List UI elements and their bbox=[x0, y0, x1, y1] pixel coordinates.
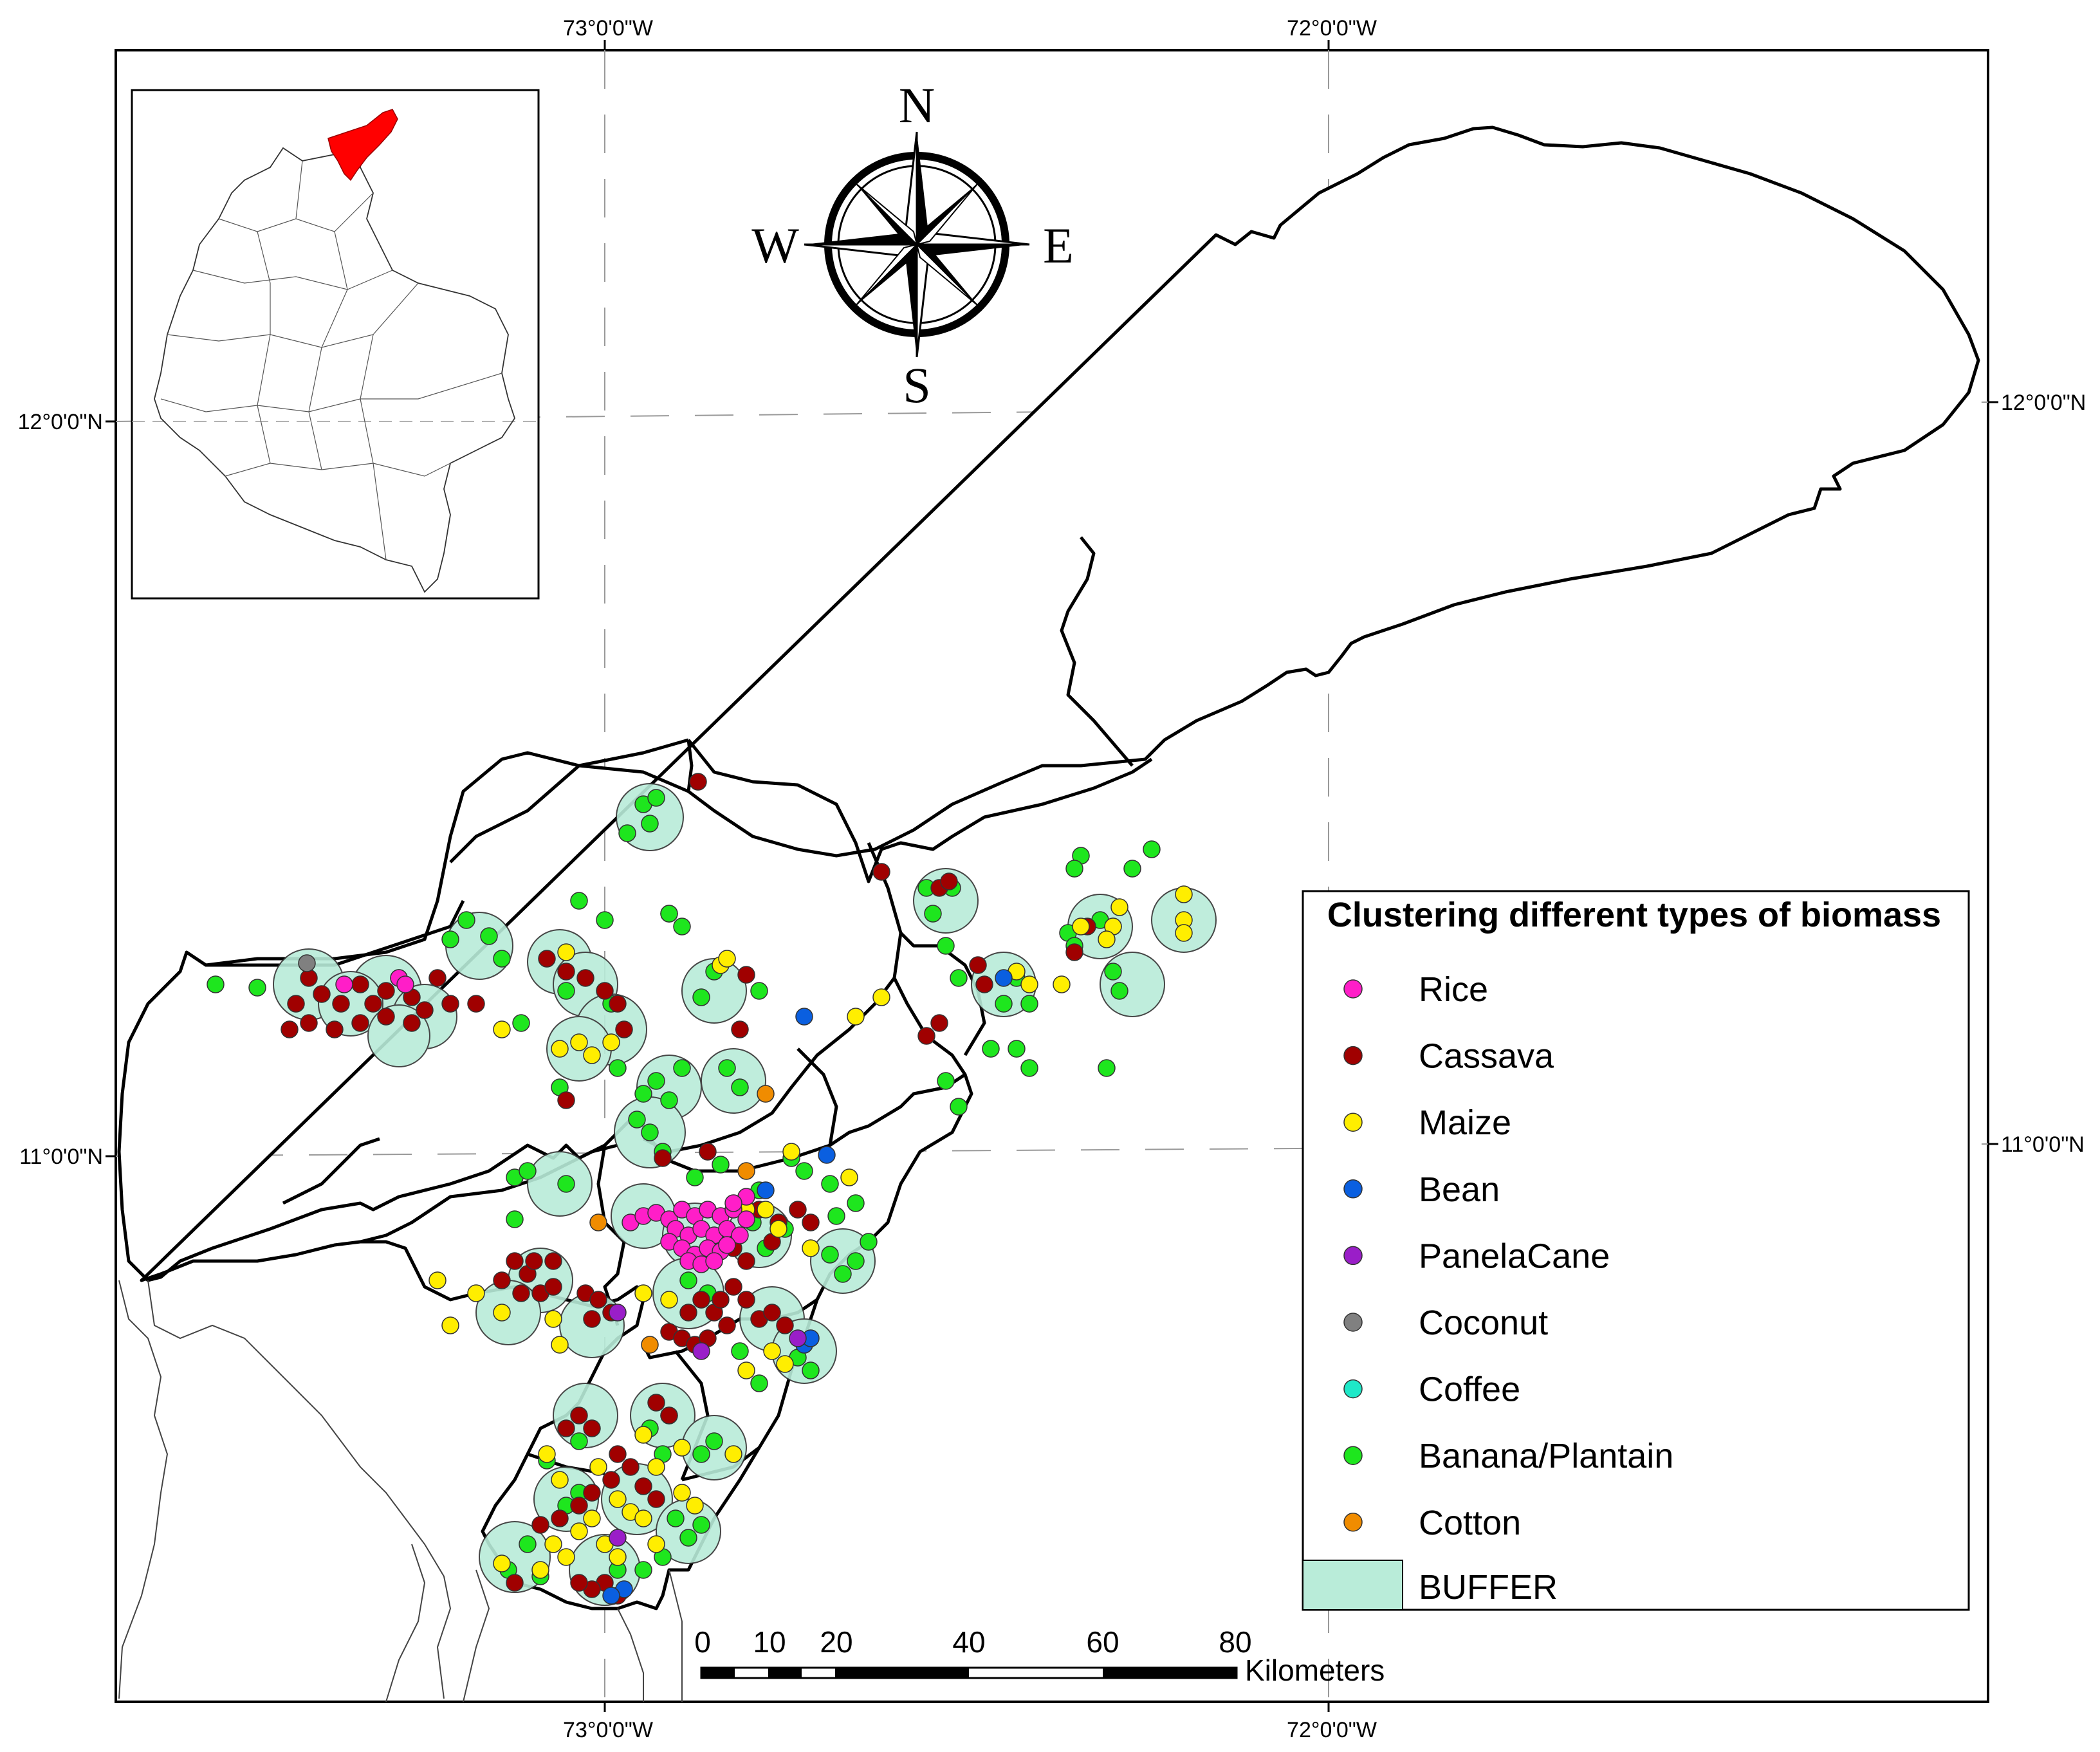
lon-label-bottom-72w: 72°0'0"W bbox=[1287, 1718, 1377, 1742]
scale-tick-40: 40 bbox=[952, 1625, 985, 1659]
legend-label-coffee: Coffee bbox=[1419, 1370, 1520, 1409]
lon-label-top-73w: 73°0'0"W bbox=[563, 16, 653, 41]
legend-title: Clustering different types of biomass bbox=[1327, 896, 1941, 934]
lat-label-right-11n: 11°0'0"N bbox=[2001, 1132, 2085, 1157]
department-outline bbox=[117, 125, 1980, 1610]
legend-buffer-swatch bbox=[1302, 1560, 1403, 1610]
legend-label-maize: Maize bbox=[1419, 1103, 1511, 1142]
legend-swatch-panelacane bbox=[1343, 1246, 1363, 1266]
scale-tick-10: 10 bbox=[753, 1625, 786, 1659]
legend-label-rice: Rice bbox=[1419, 970, 1488, 1009]
compass-w: W bbox=[751, 217, 799, 273]
scale-tick-20: 20 bbox=[820, 1625, 852, 1659]
compass-n: N bbox=[899, 77, 935, 133]
inset-map bbox=[131, 89, 540, 600]
lat-label-right-12n: 12°0'0"N bbox=[2001, 391, 2086, 415]
north-arrow: N S E W bbox=[751, 77, 1074, 413]
scale-tick-0: 0 bbox=[694, 1625, 711, 1659]
neighbor-boundaries bbox=[118, 1280, 683, 1702]
legend-label-bean: Bean bbox=[1419, 1170, 1500, 1209]
scale-bar: 0 10 20 40 60 80 Kilometers bbox=[694, 1625, 1385, 1687]
legend-buffer-label: BUFFER bbox=[1419, 1568, 1558, 1607]
legend-swatch-coffee bbox=[1343, 1379, 1363, 1399]
scale-tick-80: 80 bbox=[1219, 1625, 1251, 1659]
legend-swatch-cassava bbox=[1343, 1046, 1363, 1065]
scale-unit: Kilometers bbox=[1245, 1654, 1385, 1687]
compass-s: S bbox=[903, 357, 930, 413]
legend-swatch-cotton bbox=[1343, 1513, 1363, 1532]
legend-label-panelacane: PanelaCane bbox=[1419, 1237, 1610, 1275]
legend-swatch-coconut bbox=[1343, 1313, 1363, 1332]
legend-label-cassava: Cassava bbox=[1419, 1037, 1554, 1076]
legend-swatch-banana-plantain bbox=[1343, 1446, 1363, 1465]
lat-label-left-12n: 12°0'0"N bbox=[18, 410, 103, 434]
legend-label-coconut: Coconut bbox=[1419, 1304, 1548, 1342]
compass-e: E bbox=[1043, 217, 1074, 273]
legend-label-banana-plantain: Banana/Plantain bbox=[1419, 1437, 1673, 1475]
lat-label-left-11n: 11°0'0"N bbox=[19, 1145, 103, 1169]
legend-label-cotton: Cotton bbox=[1419, 1504, 1521, 1542]
legend: Clustering different types of biomass Ri… bbox=[1302, 890, 1970, 1611]
lon-label-top-72w: 72°0'0"W bbox=[1287, 16, 1377, 41]
legend-swatch-maize bbox=[1343, 1112, 1363, 1132]
legend-swatch-rice bbox=[1343, 979, 1363, 999]
scale-tick-60: 60 bbox=[1086, 1625, 1119, 1659]
legend-swatch-bean bbox=[1343, 1179, 1363, 1199]
biomass-points bbox=[207, 773, 1193, 1605]
inset-internal-divisions bbox=[160, 160, 502, 560]
inset-highlight-region bbox=[327, 109, 398, 181]
lon-label-bottom-73w: 73°0'0"W bbox=[563, 1718, 653, 1742]
